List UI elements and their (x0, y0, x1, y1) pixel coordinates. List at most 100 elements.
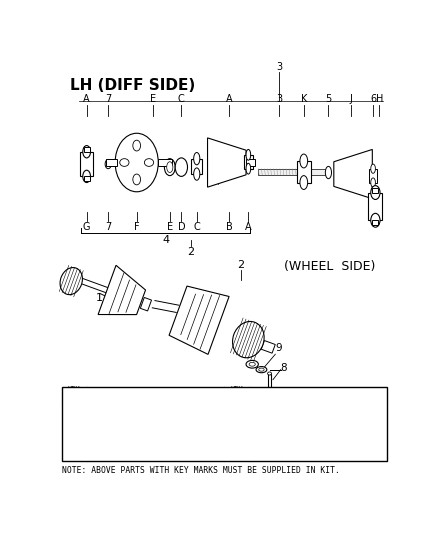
Text: TJ ASSY: TJ ASSY (252, 402, 290, 411)
Text: 5: 5 (325, 94, 332, 104)
Polygon shape (98, 265, 145, 314)
Ellipse shape (194, 152, 200, 165)
Text: G: G (234, 414, 240, 424)
Text: PARTS NAME: PARTS NAME (131, 390, 180, 399)
Ellipse shape (60, 268, 82, 295)
Text: 3: 3 (276, 62, 282, 71)
Text: 2: 2 (187, 247, 194, 257)
Text: K: K (300, 94, 307, 104)
Bar (258, 168, 304, 175)
Text: B: B (226, 222, 233, 232)
Text: A: A (226, 94, 233, 104)
Text: BAND, BOOT: BAND, BOOT (90, 426, 144, 435)
Bar (369, 168, 377, 182)
Text: G: G (83, 222, 90, 232)
Text: BAND, DAMPER: BAND, DAMPER (252, 450, 317, 459)
Text: 7: 7 (105, 94, 111, 104)
Ellipse shape (249, 362, 255, 366)
Polygon shape (208, 138, 246, 187)
Text: NOTE: ABOVE PARTS WITH KEY MARKS MUST BE SUPPLIED IN KIT.: NOTE: ABOVE PARTS WITH KEY MARKS MUST BE… (62, 466, 340, 475)
Ellipse shape (246, 163, 251, 174)
Text: KEY
MARK: KEY MARK (66, 386, 83, 399)
Text: BOOT (TJ): BOOT (TJ) (90, 415, 138, 424)
Text: BOOT (BJ): BOOT (BJ) (252, 438, 300, 447)
Bar (372, 220, 378, 225)
Text: 8: 8 (281, 363, 287, 373)
Text: GREASE PACKAGE: GREASE PACKAGE (252, 415, 328, 424)
Text: E: E (71, 449, 77, 459)
Text: 6: 6 (370, 94, 376, 104)
Ellipse shape (164, 159, 175, 175)
Bar (368, 192, 382, 220)
Text: 10: 10 (241, 348, 254, 358)
Ellipse shape (167, 161, 173, 173)
Text: K: K (234, 449, 240, 459)
Ellipse shape (233, 321, 264, 358)
Text: 1: 1 (96, 294, 103, 303)
Text: LH (DIFF SIDE): LH (DIFF SIDE) (70, 78, 195, 93)
Ellipse shape (246, 149, 251, 160)
Text: SPIDER ASSY: SPIDER ASSY (90, 438, 149, 447)
Bar (106, 159, 117, 166)
Text: KEY
MARK: KEY MARK (228, 386, 245, 399)
Ellipse shape (300, 154, 307, 168)
Text: C: C (194, 222, 200, 232)
Text: C: C (178, 94, 185, 104)
Text: 9: 9 (276, 343, 282, 353)
Ellipse shape (268, 372, 272, 375)
Text: A: A (83, 94, 90, 104)
Text: H: H (234, 426, 240, 436)
Polygon shape (261, 341, 275, 353)
Text: B: B (71, 414, 77, 424)
Bar (84, 147, 90, 152)
Text: J: J (350, 94, 352, 104)
Text: 4: 4 (162, 235, 169, 245)
Text: D: D (177, 222, 185, 232)
Text: H: H (375, 94, 383, 104)
Ellipse shape (268, 387, 272, 391)
Ellipse shape (194, 168, 200, 180)
Bar (372, 188, 378, 192)
Text: 2: 2 (237, 260, 244, 270)
Bar (62, 387, 387, 461)
Text: 3: 3 (276, 94, 282, 104)
Bar (268, 374, 272, 389)
Bar (246, 159, 255, 166)
Ellipse shape (325, 166, 332, 179)
Text: SNAP RING: SNAP RING (90, 450, 138, 459)
Polygon shape (140, 297, 152, 311)
Ellipse shape (105, 159, 111, 168)
Text: D: D (71, 438, 77, 448)
Bar (297, 161, 311, 182)
Text: E: E (167, 222, 173, 232)
Ellipse shape (133, 174, 141, 185)
Bar (311, 168, 328, 175)
Ellipse shape (300, 175, 307, 189)
Ellipse shape (83, 170, 91, 182)
Ellipse shape (256, 367, 267, 373)
Ellipse shape (120, 159, 129, 166)
Text: (WHEEL  SIDE): (WHEEL SIDE) (283, 260, 375, 273)
Text: C: C (71, 426, 77, 436)
Ellipse shape (246, 360, 258, 368)
Ellipse shape (83, 146, 91, 158)
Text: J: J (234, 438, 240, 448)
Text: F: F (234, 402, 240, 412)
Ellipse shape (115, 133, 158, 192)
Text: PARTS NAME: PARTS NAME (293, 390, 343, 399)
Bar (191, 159, 202, 174)
Bar (244, 155, 253, 168)
Polygon shape (169, 286, 229, 354)
Ellipse shape (371, 178, 375, 187)
Ellipse shape (371, 213, 380, 227)
Text: 7: 7 (105, 222, 111, 232)
Ellipse shape (145, 159, 154, 166)
Text: F: F (134, 222, 140, 232)
Ellipse shape (175, 158, 187, 176)
Polygon shape (334, 149, 372, 199)
Bar (84, 176, 90, 181)
Text: A: A (245, 222, 252, 232)
Ellipse shape (371, 185, 380, 199)
Text: A: A (71, 402, 77, 412)
Ellipse shape (133, 140, 141, 151)
